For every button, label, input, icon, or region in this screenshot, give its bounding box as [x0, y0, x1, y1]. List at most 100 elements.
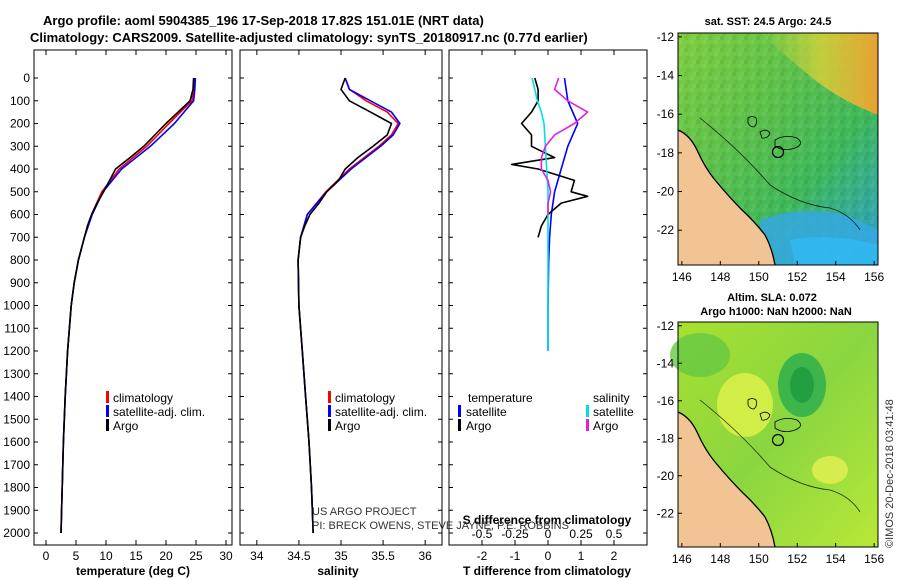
legend-climatology: climatology — [113, 391, 173, 405]
x-tick-label: 30 — [219, 549, 233, 563]
s-tick-label: 0 — [545, 527, 552, 541]
legend-argo: Argo — [113, 419, 139, 433]
x-tick-label: 10 — [99, 549, 113, 563]
x-tick-label: 0 — [545, 549, 552, 563]
x-tick-label: -1 — [510, 549, 521, 563]
sst-coastline — [677, 129, 776, 266]
sst-map-axes: 146 148 150 152 154 156 -12 -14 -16 -18 -20 -22 — [657, 30, 885, 284]
sla-map-subtitle: Argo h1000: NaN h2000: NaN — [700, 306, 852, 318]
salinity-legend: climatology satellite-adj. clim. Argo — [328, 391, 427, 433]
sla-reefs — [747, 398, 801, 432]
legend-satellite: satellite-adj. clim. — [335, 405, 427, 419]
legend-s-argo: Argo — [593, 419, 619, 433]
legend-swatch-s-argo — [586, 419, 589, 431]
x-tick-label: 0 — [43, 549, 50, 563]
legend-t-argo: Argo — [466, 419, 492, 433]
temperature-axes: 0100200300400500600700800900100011001200… — [3, 50, 233, 563]
map-x-tick-label: 154 — [826, 552, 846, 566]
sla-map: Altim. SLA: 0.072 Argo h1000: NaN h2000:… — [657, 292, 885, 566]
temperature-series — [60, 77, 197, 534]
s-tick-label: 0.25 — [569, 527, 593, 541]
difference-series — [510, 77, 589, 351]
legend-s-satellite: satellite — [593, 405, 634, 419]
credit-imos: ©IMOS 20-Dec-2018 03:41:48 — [884, 399, 896, 548]
sst-land-australia — [678, 130, 775, 265]
sla-shelf-contour — [699, 399, 861, 513]
y-tick-label: 900 — [10, 276, 30, 290]
credit-project: US ARGO PROJECT — [312, 506, 417, 518]
legend-t-satellite: satellite — [466, 405, 507, 419]
y-tick-label: 1900 — [3, 503, 30, 517]
legend-swatch-argo — [106, 419, 109, 431]
map-x-tick-label: 148 — [710, 270, 730, 284]
sla-coastline — [677, 411, 776, 548]
x-tick-label: 36 — [418, 549, 432, 563]
temperature-line-argo — [60, 77, 195, 534]
figure-title-line1: Argo profile: aoml 5904385_196 17-Sep-20… — [43, 13, 484, 28]
x-tick-label: 15 — [129, 549, 143, 563]
legend-swatch-climatology — [106, 391, 109, 403]
map-x-tick-label: 156 — [864, 552, 884, 566]
difference-legend: temperature satellite Argo salinity sate… — [458, 391, 634, 433]
sla-eddy-high — [717, 373, 773, 437]
x-tick-label: 5 — [73, 549, 80, 563]
s-tick-label: -0.5 — [472, 527, 493, 541]
map-y-tick-label: -12 — [657, 319, 675, 333]
temperature-legend: climatology satellite-adj. clim. Argo — [106, 391, 205, 433]
legend-temperature-header: temperature — [468, 391, 533, 405]
t-difference-xlabel: T difference from climatology — [463, 564, 631, 578]
difference-line-temperature-argo — [510, 77, 589, 238]
y-tick-label: 1400 — [3, 390, 30, 404]
sla-map-title: Altim. SLA: 0.072 — [727, 292, 817, 304]
x-tick-label: 34 — [250, 549, 264, 563]
legend-swatch-s-satellite — [586, 405, 589, 417]
temperature-xlabel: temperature (deg C) — [76, 564, 190, 578]
map-y-tick-label: -20 — [657, 469, 675, 483]
map-y-tick-label: -18 — [657, 431, 675, 445]
map-x-tick-label: 150 — [749, 552, 769, 566]
map-y-tick-label: -22 — [657, 223, 675, 237]
salinity-line-argo — [297, 77, 393, 534]
legend-argo: Argo — [335, 419, 361, 433]
map-x-tick-label: 150 — [749, 270, 769, 284]
y-tick-label: 1500 — [3, 412, 30, 426]
figure-title-line2: Climatology: CARS2009. Satellite-adjuste… — [30, 30, 588, 45]
map-x-tick-label: 156 — [864, 270, 884, 284]
y-tick-label: 1800 — [3, 481, 30, 495]
legend-satellite: satellite-adj. clim. — [113, 405, 205, 419]
y-tick-label: 1000 — [3, 299, 30, 313]
credit-pi: PI: BRECK OWENS, STEVE JAYNE, P.E. ROBBI… — [312, 520, 569, 532]
x-tick-label: 35 — [334, 549, 348, 563]
y-tick-label: 1700 — [3, 458, 30, 472]
y-tick-label: 1600 — [3, 435, 30, 449]
x-tick-label: 2 — [611, 549, 618, 563]
sst-shelf-contour — [699, 117, 861, 231]
x-tick-label: 34.5 — [287, 549, 311, 563]
y-tick-label: 2000 — [3, 526, 30, 540]
y-tick-label: 1300 — [3, 367, 30, 381]
x-tick-label: -2 — [477, 549, 488, 563]
y-tick-label: 300 — [10, 139, 30, 153]
difference-line-salinity-satellite — [531, 77, 549, 351]
map-y-tick-label: -12 — [657, 30, 675, 44]
x-tick-label: 1 — [578, 549, 585, 563]
x-tick-label: 25 — [189, 549, 203, 563]
map-y-tick-label: -14 — [657, 69, 675, 83]
y-tick-label: 600 — [10, 208, 30, 222]
map-x-tick-label: 152 — [787, 552, 807, 566]
y-tick-label: 500 — [10, 185, 30, 199]
map-y-tick-label: -20 — [657, 185, 675, 199]
map-y-tick-label: -22 — [657, 506, 675, 520]
difference-axes: -2 -1 0 1 2 -0.5 -0.25 0 0.25 0.5 — [449, 50, 647, 563]
map-y-tick-label: -14 — [657, 356, 675, 370]
s-tick-label: -0.25 — [501, 527, 529, 541]
map-x-tick-label: 152 — [787, 270, 807, 284]
sst-argo-marker — [771, 145, 785, 159]
map-y-tick-label: -16 — [657, 107, 675, 121]
y-tick-label: 1100 — [4, 321, 30, 335]
sst-map-title: sat. SST: 24.5 Argo: 24.5 — [705, 16, 832, 28]
y-tick-label: 800 — [10, 253, 30, 267]
s-tick-label: 0.5 — [606, 527, 623, 541]
s-difference-toplabel: S difference from climatology — [463, 513, 632, 527]
